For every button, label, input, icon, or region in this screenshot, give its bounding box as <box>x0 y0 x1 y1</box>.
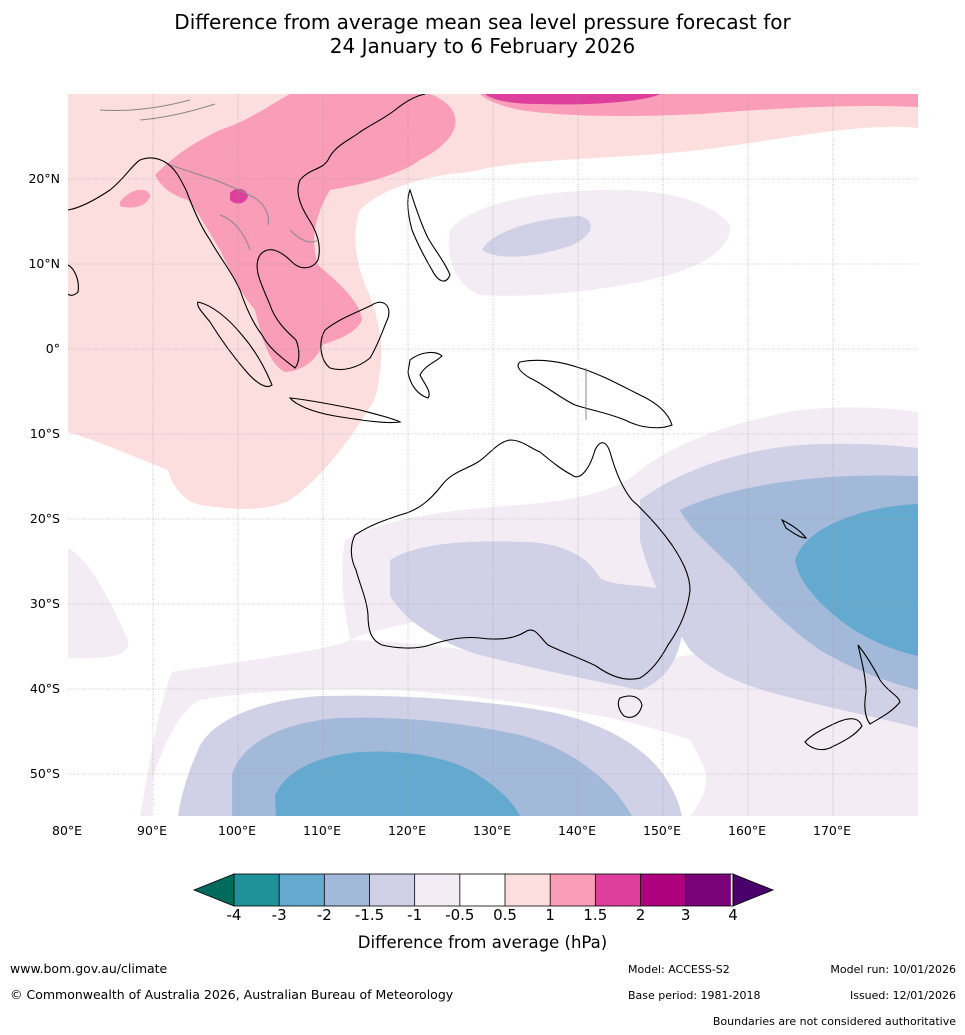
mainland-borders <box>99 99 319 251</box>
lon-label-90e: 90°E <box>137 823 168 838</box>
colorbar-bin-11 <box>685 874 731 906</box>
borneo-coastline <box>320 301 390 371</box>
colorbar-label: Difference from average (hPa) <box>357 933 608 952</box>
copyright-text: © Commonwealth of Australia 2026, Austra… <box>10 987 454 1002</box>
colorbar-bin-6 <box>459 874 505 906</box>
lon-label-110e: 110°E <box>303 823 342 838</box>
disclaimer-text: Boundaries are not considered authoritat… <box>712 1015 956 1028</box>
colorbar-tick: 2 <box>635 906 646 924</box>
negative-anomaly-1-philippine-sea <box>482 216 591 257</box>
sulawesi-coastline <box>407 351 443 399</box>
graticule <box>68 94 918 816</box>
lon-label-150e: 150°E <box>643 823 682 838</box>
lat-label-20s: 20°S <box>29 511 60 526</box>
lat-label-10s: 10°S <box>29 426 60 441</box>
colorbar-frame <box>233 873 734 907</box>
lat-label-10n: 10°N <box>28 256 60 271</box>
lon-label-140e: 140°E <box>558 823 597 838</box>
asia-coastline <box>68 94 426 369</box>
model-text: Model: ACCESS-S2 <box>628 963 730 976</box>
java-coastline <box>288 397 402 424</box>
negative-anomaly-2-southern-ocean <box>275 751 520 816</box>
title-line-1: Difference from average mean sea level p… <box>174 10 791 34</box>
lon-label-160e: 160°E <box>728 823 767 838</box>
colorbar-bin-9 <box>595 874 641 906</box>
base-period-text: Base period: 1981-2018 <box>628 989 761 1002</box>
lat-label-40s: 40°S <box>29 681 60 696</box>
colorbar-bin-8 <box>550 874 596 906</box>
colorbar-tick: 4 <box>728 906 738 924</box>
colorbar-bin-7 <box>505 874 551 906</box>
positive-anomaly-1-region <box>155 94 456 372</box>
colorbar-tick: 0.5 <box>493 906 517 924</box>
chart-title: Difference from average mean sea level p… <box>0 10 965 58</box>
website-link[interactable]: www.bom.gov.au/climate <box>10 961 168 976</box>
anomaly-field <box>68 94 918 816</box>
colorbar-high-extend <box>732 873 775 907</box>
model-run-text: Model run: 10/01/2026 <box>830 963 956 976</box>
colorbar-bin-4 <box>369 874 415 906</box>
lon-label-120e: 120°E <box>388 823 427 838</box>
lon-label-130e: 130°E <box>473 823 512 838</box>
philippines-coastline <box>407 188 451 282</box>
positive-anomaly-1.5-pacific-core <box>485 94 660 105</box>
tasmania-coastline <box>617 695 643 718</box>
coastlines <box>68 94 901 751</box>
lat-label-30s: 30°S <box>29 596 60 611</box>
borders <box>99 99 587 420</box>
new-zealand-north-coastline <box>857 644 901 725</box>
colorbar-tick: -1 <box>407 906 423 924</box>
lon-label-100e: 100°E <box>218 823 257 838</box>
colorbar-bin-1 <box>234 874 280 906</box>
colorbar-dividers <box>278 874 687 906</box>
negative-anomaly-0.5-philippine-sea <box>448 189 731 296</box>
colorbar-tick: 1 <box>545 906 555 924</box>
colorbar-bin-10 <box>640 874 686 906</box>
colorbar-tick: -1.5 <box>354 906 385 924</box>
colorbar-tick: -3 <box>271 906 287 924</box>
issued-text: Issued: 12/01/2026 <box>849 989 956 1002</box>
lat-label-20n: 20°N <box>28 171 60 186</box>
new-caledonia-coastline <box>780 518 808 539</box>
lat-label-0: 0° <box>45 341 60 356</box>
new-zealand-south-coastline <box>804 718 863 751</box>
negative-anomaly-2-tasman <box>795 504 918 656</box>
australia-coastline <box>350 439 691 680</box>
colorbar-tick: -0.5 <box>445 906 475 924</box>
negative-anomaly-1-australia <box>390 541 683 690</box>
colorbar-tick: 1.5 <box>583 906 608 924</box>
colorbar-bin-3 <box>324 874 370 906</box>
colorbar-low-extend <box>192 873 235 907</box>
lon-label-170e: 170°E <box>813 823 852 838</box>
colorbar-bin-5 <box>414 874 460 906</box>
india-coastline <box>68 264 79 296</box>
colorbar-tick: 3 <box>680 906 691 924</box>
colorbar-tick: -2 <box>316 906 332 924</box>
lat-label-50s: 50°S <box>29 766 60 781</box>
positive-anomaly-1-west-patch <box>120 189 150 208</box>
colorbar <box>192 873 775 907</box>
colorbar-tick: -4 <box>226 906 242 924</box>
sumatra-coastline <box>197 301 273 388</box>
colorbar-bin-2 <box>279 874 325 906</box>
lon-label-80e: 80°E <box>52 823 83 838</box>
title-line-2: 24 January to 6 February 2026 <box>329 34 636 58</box>
